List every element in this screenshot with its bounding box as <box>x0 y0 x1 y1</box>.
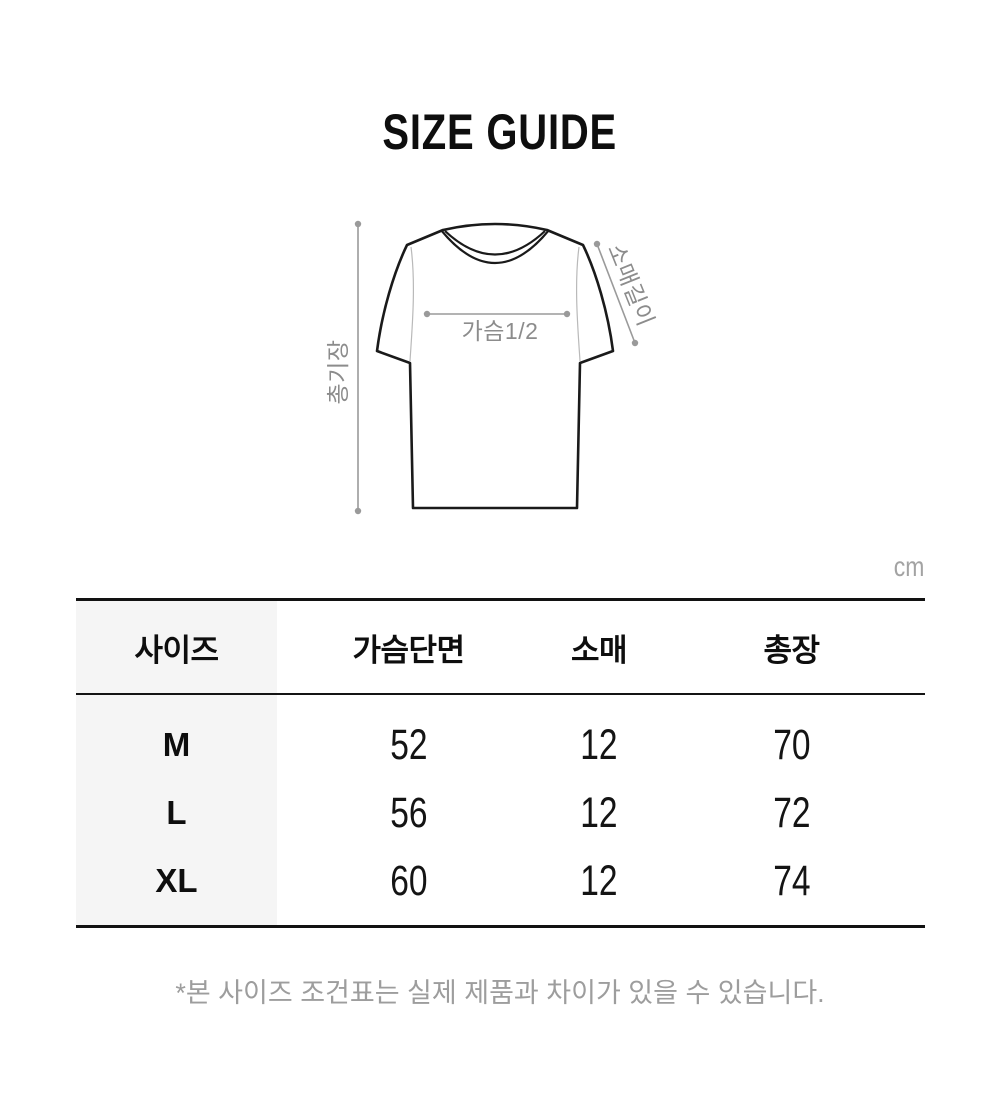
cell-size: XL <box>155 862 198 899</box>
measure-dot <box>631 339 639 347</box>
tshirt-illustration <box>354 220 639 515</box>
cell-length: 74 <box>772 857 811 905</box>
table-header-row: 사이즈 가슴단면 소매 총장 <box>76 601 925 695</box>
column-header-size: 사이즈 <box>134 632 219 668</box>
table-row-m: M 52 12 70 <box>76 711 925 779</box>
size-table: 사이즈 가슴단면 소매 총장 M 52 12 70 L 56 12 72 XL … <box>76 598 925 928</box>
size-disclaimer: *본 사이즈 조건표는 실제 제품과 차이가 있을 수 있습니다. <box>175 978 825 1008</box>
cell-length: 70 <box>772 721 811 769</box>
cell-length: 72 <box>772 789 811 837</box>
sleeve-measure-line <box>596 243 636 344</box>
tshirt-body-outline <box>375 222 615 510</box>
right-armhole-seam <box>575 246 581 362</box>
cell-chest: 56 <box>389 789 428 837</box>
measure-dot <box>593 240 601 248</box>
measure-dot <box>354 507 362 515</box>
table-body: M 52 12 70 L 56 12 72 XL 60 12 74 <box>76 695 925 923</box>
table-row-xl: XL 60 12 74 <box>76 847 925 915</box>
page-title: SIZE GUIDE <box>0 106 1000 158</box>
unit-label: cm <box>893 551 924 582</box>
tshirt-measurement-diagram: 총기장 가슴1/2 소매길이 <box>325 210 659 540</box>
measure-dot <box>563 310 571 318</box>
cell-size: M <box>162 726 191 763</box>
cell-sleeve: 12 <box>580 721 618 769</box>
left-armhole-seam <box>409 246 415 362</box>
column-header-chest: 가슴단면 <box>352 632 465 668</box>
measure-dot <box>423 310 431 318</box>
label-chest-half: 가슴1/2 <box>461 318 539 344</box>
collar-outer-line <box>440 229 550 264</box>
cell-sleeve: 12 <box>580 857 618 905</box>
cell-chest: 52 <box>389 721 428 769</box>
cell-chest: 60 <box>389 857 428 905</box>
column-header-sleeve: 소매 <box>570 632 628 668</box>
table-row-l: L 56 12 72 <box>76 779 925 847</box>
label-total-length: 총기장 <box>325 339 351 405</box>
first-column-shade <box>76 601 277 925</box>
collar-inner-line <box>444 230 546 256</box>
cell-sleeve: 12 <box>580 789 618 837</box>
column-header-length: 총장 <box>763 632 820 668</box>
cell-size: L <box>166 794 187 831</box>
measure-dot <box>354 220 362 228</box>
page-title-text: SIZE GUIDE <box>382 104 618 160</box>
